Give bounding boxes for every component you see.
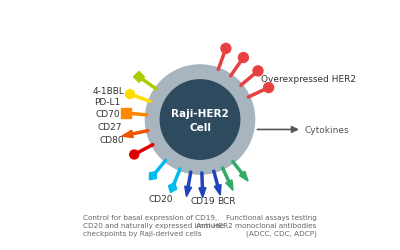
Text: Control for basal expression of CD19,
CD20 and naturally expressed immune
checkp: Control for basal expression of CD19, CD… xyxy=(83,214,224,236)
Text: PD-L1: PD-L1 xyxy=(94,98,120,107)
Text: CD80: CD80 xyxy=(100,136,124,145)
Polygon shape xyxy=(185,186,192,197)
Text: BCR: BCR xyxy=(217,197,235,206)
Text: Overexpressed HER2: Overexpressed HER2 xyxy=(261,75,356,84)
Text: Raji-HER2
Cell: Raji-HER2 Cell xyxy=(171,108,229,132)
Text: CD70: CD70 xyxy=(96,110,120,118)
Polygon shape xyxy=(150,172,156,180)
Circle shape xyxy=(221,44,231,54)
Polygon shape xyxy=(168,183,177,193)
Text: 4-1BBL: 4-1BBL xyxy=(92,87,124,96)
Polygon shape xyxy=(122,130,133,138)
Circle shape xyxy=(253,67,263,76)
Text: CD27: CD27 xyxy=(97,123,122,132)
Circle shape xyxy=(160,80,240,160)
Polygon shape xyxy=(214,185,221,195)
Circle shape xyxy=(264,83,274,93)
Polygon shape xyxy=(121,109,131,118)
Circle shape xyxy=(145,66,255,174)
Text: CD20: CD20 xyxy=(148,194,172,203)
Circle shape xyxy=(126,90,134,99)
Text: Cytokines: Cytokines xyxy=(304,126,349,134)
Circle shape xyxy=(130,150,139,159)
Circle shape xyxy=(238,53,248,63)
Polygon shape xyxy=(134,72,144,83)
Polygon shape xyxy=(239,172,248,181)
Polygon shape xyxy=(199,188,206,198)
Text: Functional assays testing
Anti-HER2 monoclonal antibodies
(ADCC, CDC, ADCP): Functional assays testing Anti-HER2 mono… xyxy=(196,214,317,236)
Text: CD19: CD19 xyxy=(190,197,215,206)
Polygon shape xyxy=(226,180,233,191)
